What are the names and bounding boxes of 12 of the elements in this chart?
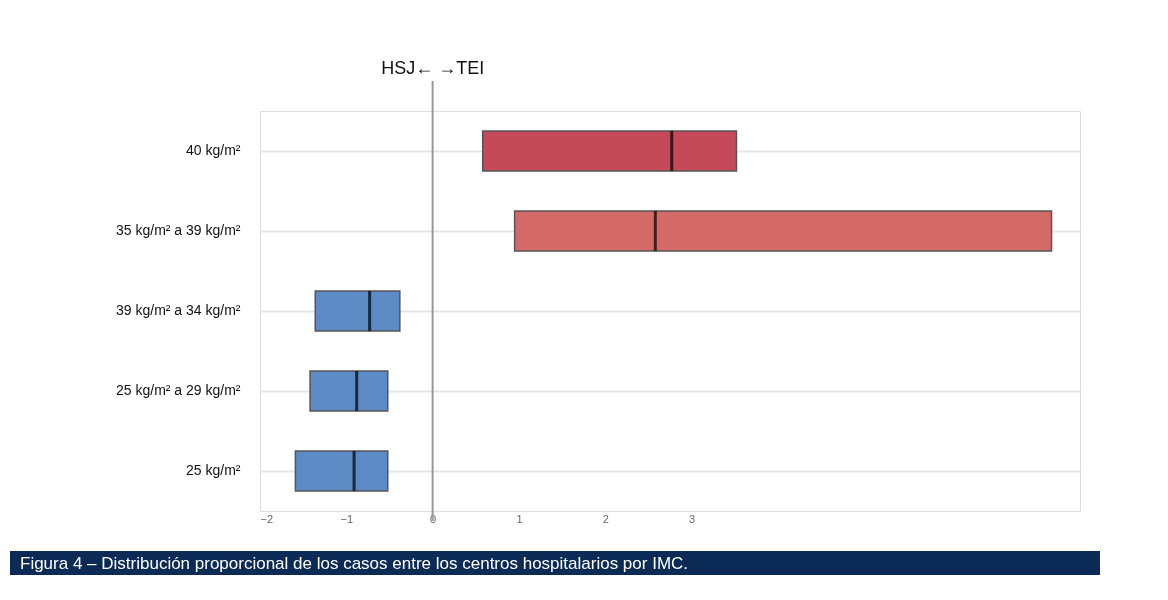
text: Figura 4 – Distribución proporcional de los casos entre los centros hospitalarios por IMC. (20, 554, 689, 573)
y-tick-label: 39 kg/m² a 34 kg/m² (116, 302, 241, 318)
y-tick-label: 25 kg/m² a 29 kg/m² (116, 382, 241, 398)
x-tick-label: 3 (689, 512, 696, 525)
text: HSJ← →TEI (381, 58, 485, 78)
x-tick-label: 1 (516, 512, 523, 525)
y-tick-label: 35 kg/m² a 39 kg/m² (116, 222, 241, 238)
x-tick-label: −1 (340, 512, 354, 525)
y-tick-label: 40 kg/m² (186, 142, 241, 158)
y-tick-label: 25 kg/m² (186, 462, 241, 478)
x-tick-label: 2 (602, 512, 609, 525)
x-tick-label: −2 (260, 512, 274, 525)
